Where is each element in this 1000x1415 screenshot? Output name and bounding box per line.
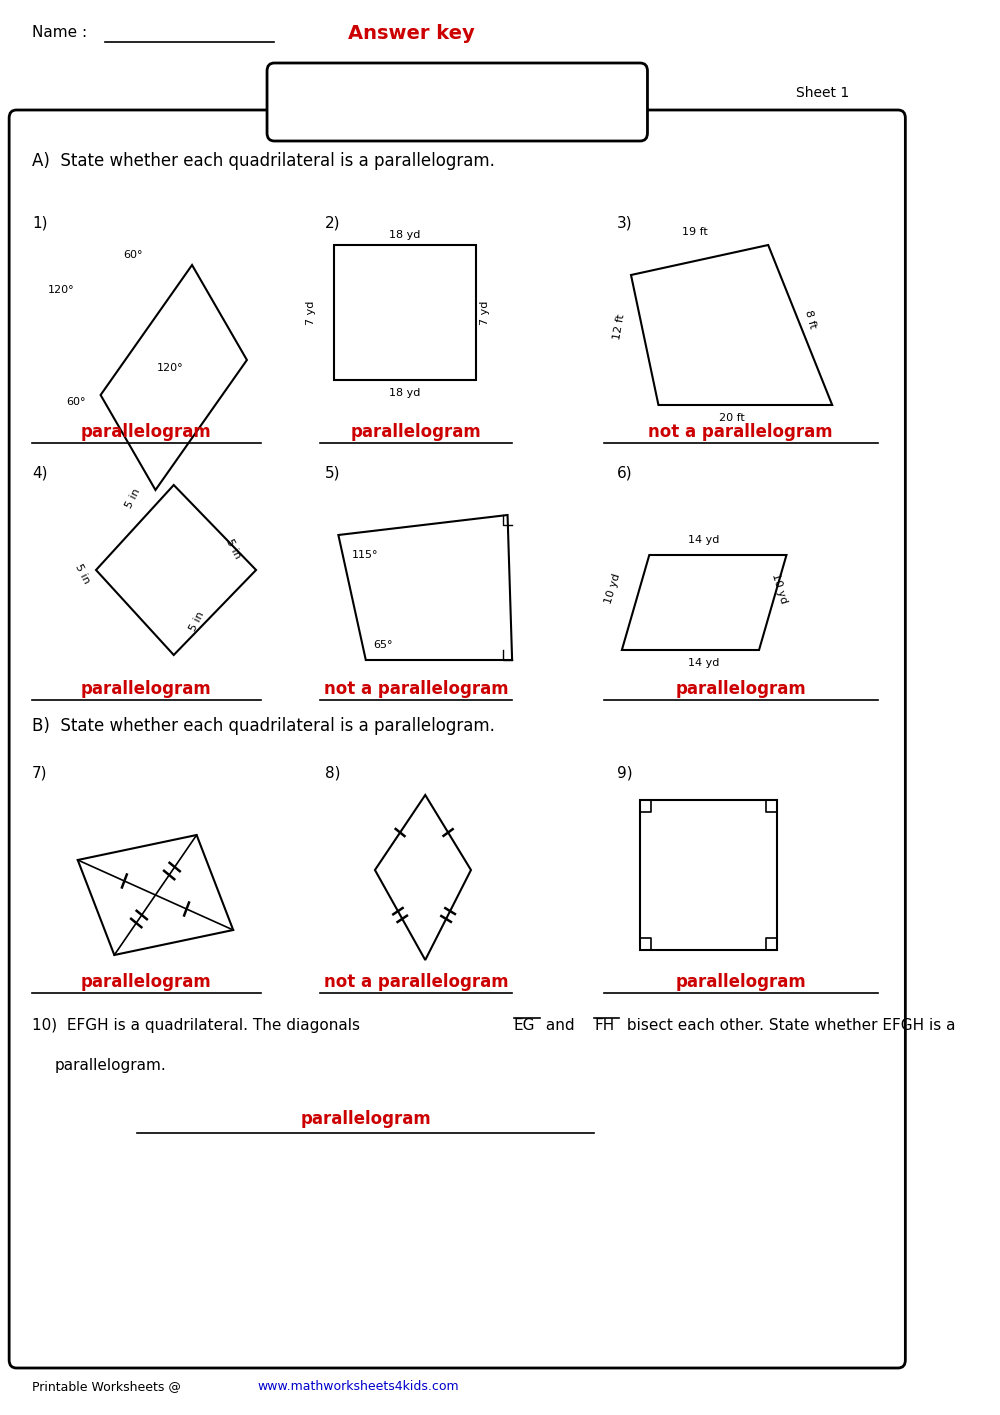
Text: 10 yd: 10 yd [770,572,789,606]
Text: and: and [541,1017,580,1033]
Text: parallelogram: parallelogram [81,681,212,698]
Text: 60°: 60° [66,398,85,408]
Text: EG: EG [514,1017,535,1033]
Text: parallelogram: parallelogram [675,974,806,990]
Text: Parallelogram: Parallelogram [358,98,556,122]
Text: 3): 3) [617,215,633,231]
Text: 5 in: 5 in [123,487,142,509]
Text: 65°: 65° [373,640,393,649]
Text: 8): 8) [325,766,340,780]
Text: 2): 2) [325,215,340,231]
Text: 120°: 120° [157,364,184,374]
Text: 6): 6) [617,466,633,480]
Text: parallelogram: parallelogram [675,681,806,698]
Text: parallelogram: parallelogram [81,423,212,441]
Text: 5 in: 5 in [224,536,242,560]
Text: 18 yd: 18 yd [389,231,420,241]
Text: 7): 7) [32,766,48,780]
Text: 9): 9) [617,766,633,780]
Text: not a parallelogram: not a parallelogram [324,974,508,990]
Text: FH: FH [594,1017,615,1033]
Text: 10 yd: 10 yd [603,572,622,606]
Text: Sheet 1: Sheet 1 [796,86,849,100]
Text: 10)  EFGH is a quadrilateral. The diagonals: 10) EFGH is a quadrilateral. The diagona… [32,1017,365,1033]
Text: 19 ft: 19 ft [682,226,708,236]
Text: www.mathworksheets4kids.com: www.mathworksheets4kids.com [258,1380,460,1392]
Text: bisect each other. State whether EFGH is a: bisect each other. State whether EFGH is… [622,1017,955,1033]
Text: 7 yd: 7 yd [306,300,316,324]
Text: 120°: 120° [48,284,74,294]
Text: 18 yd: 18 yd [389,388,420,398]
Text: 12 ft: 12 ft [612,313,626,340]
Text: WORKSHEET
    ZONE: WORKSHEET ZONE [247,508,668,822]
Text: parallelogram.: parallelogram. [55,1058,167,1073]
Text: 60°: 60° [123,250,143,260]
Text: 8 ft: 8 ft [803,310,817,330]
Text: not a parallelogram: not a parallelogram [324,681,508,698]
Text: 20 ft: 20 ft [719,413,744,423]
Text: not a parallelogram: not a parallelogram [648,423,833,441]
Text: 5): 5) [325,466,340,480]
Text: 14 yd: 14 yd [688,535,720,545]
Text: 5 in: 5 in [187,610,206,633]
Text: 7 yd: 7 yd [480,300,490,324]
Text: 115°: 115° [352,550,379,560]
Text: parallelogram: parallelogram [300,1109,431,1128]
Text: Printable Worksheets @: Printable Worksheets @ [32,1380,185,1392]
Text: parallelogram: parallelogram [81,974,212,990]
Text: 4): 4) [32,466,48,480]
FancyBboxPatch shape [9,110,905,1368]
FancyBboxPatch shape [267,64,647,142]
Text: 5 in: 5 in [73,562,91,584]
Text: B)  State whether each quadrilateral is a parallelogram.: B) State whether each quadrilateral is a… [32,717,495,734]
Text: 14 yd: 14 yd [688,658,720,668]
Text: 1): 1) [32,215,48,231]
Text: parallelogram: parallelogram [351,423,481,441]
Text: Name :: Name : [32,25,87,40]
Text: Answer key: Answer key [348,24,475,42]
Text: A)  State whether each quadrilateral is a parallelogram.: A) State whether each quadrilateral is a… [32,151,495,170]
